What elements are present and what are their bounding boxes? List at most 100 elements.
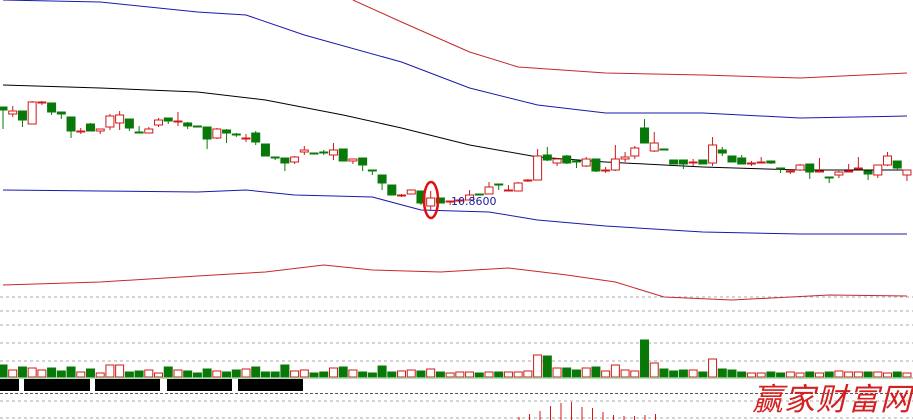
- candle: [562, 155, 572, 164]
- volume-bar: [698, 371, 708, 378]
- candle: [465, 190, 475, 201]
- volume-bar: [183, 370, 193, 378]
- candle: [66, 116, 76, 138]
- candle-body: [610, 158, 620, 171]
- volume-bar: [523, 370, 533, 378]
- band-line-upper_inner: [2, 0, 908, 119]
- candle: [290, 156, 300, 164]
- candle: [8, 106, 18, 117]
- candle-body: [678, 159, 688, 165]
- candle-body: [552, 158, 562, 164]
- candle: [387, 184, 397, 196]
- candles: [0, 101, 912, 210]
- volume-bar: [85, 368, 95, 378]
- candle-body: [183, 122, 193, 127]
- candle-body: [115, 114, 125, 124]
- candle: [251, 131, 261, 145]
- volume-bar: [863, 371, 873, 378]
- candle: [192, 125, 202, 128]
- candle: [883, 152, 893, 166]
- volume-bar: [8, 369, 18, 378]
- volume-bar: [124, 371, 134, 378]
- volume-bar: [533, 354, 543, 378]
- candle: [814, 158, 824, 173]
- candle-body: [756, 161, 766, 164]
- candle: [183, 122, 193, 129]
- candle-body: [571, 160, 581, 163]
- candle-body: [173, 120, 183, 123]
- volume-bar: [659, 368, 669, 378]
- candle-body: [290, 156, 300, 163]
- volume-bar: [474, 372, 484, 378]
- candle: [766, 160, 776, 164]
- candle: [455, 198, 465, 203]
- candle: [115, 111, 125, 130]
- volume-bar: [902, 372, 912, 378]
- candle: [601, 167, 611, 173]
- candle-body: [154, 119, 164, 126]
- volume-bar: [260, 371, 270, 378]
- candle-body: [260, 143, 270, 157]
- candle-body: [397, 194, 407, 197]
- candle-body: [56, 111, 66, 115]
- candle-body: [533, 155, 543, 181]
- candle-body: [737, 157, 747, 165]
- volume-bar: [756, 372, 766, 378]
- candle: [222, 129, 232, 143]
- volume-bar: [717, 368, 727, 378]
- candle: [105, 114, 115, 130]
- candle: [397, 194, 407, 197]
- volume-bar: [115, 364, 125, 378]
- candle: [795, 164, 805, 171]
- volume-bar: [892, 371, 902, 378]
- candle: [95, 128, 105, 134]
- candle-body: [503, 189, 513, 192]
- volume-bar: [746, 372, 756, 378]
- volume-bar: [435, 371, 445, 378]
- candle-body: [620, 156, 630, 160]
- volume-bar: [309, 372, 319, 378]
- candle-body: [902, 169, 912, 176]
- candle: [591, 158, 601, 172]
- volume-bar: [776, 372, 786, 378]
- volume-bar: [328, 367, 338, 378]
- volume-bar: [737, 371, 747, 378]
- candle-body: [328, 149, 338, 156]
- candle: [785, 170, 795, 174]
- candle: [435, 197, 445, 204]
- volume-bar: [367, 372, 377, 378]
- candle-body: [445, 200, 455, 203]
- candle: [620, 152, 630, 162]
- volume-bar: [17, 366, 27, 378]
- volume-bar: [144, 369, 154, 378]
- candle-body: [435, 197, 445, 204]
- volume-bar: [338, 366, 348, 378]
- candle-body: [601, 169, 611, 172]
- volume-bar: [173, 369, 183, 378]
- candle: [299, 146, 309, 155]
- bollinger-bands: [2, 0, 908, 301]
- candle: [494, 183, 504, 190]
- candle-body: [659, 148, 669, 151]
- volume-bar: [766, 371, 776, 378]
- candle-body: [95, 128, 105, 132]
- candle: [406, 189, 416, 195]
- volume-bar: [231, 369, 241, 378]
- volume-bar: [805, 371, 815, 378]
- candle-body: [241, 137, 251, 140]
- candle-body: [387, 184, 397, 196]
- candle-body: [795, 164, 805, 171]
- candle: [474, 193, 484, 196]
- candle: [669, 159, 679, 165]
- highlight-ellipse: [422, 180, 440, 220]
- volume-bar: [678, 369, 688, 378]
- candle: [737, 155, 747, 165]
- candle: [717, 147, 727, 156]
- volume-bar: [873, 371, 883, 378]
- candle: [367, 169, 377, 175]
- candle: [756, 157, 766, 164]
- candle: [231, 133, 241, 137]
- candle: [513, 182, 523, 192]
- volume-bar: [27, 367, 37, 378]
- indicator-label-block: [95, 379, 160, 391]
